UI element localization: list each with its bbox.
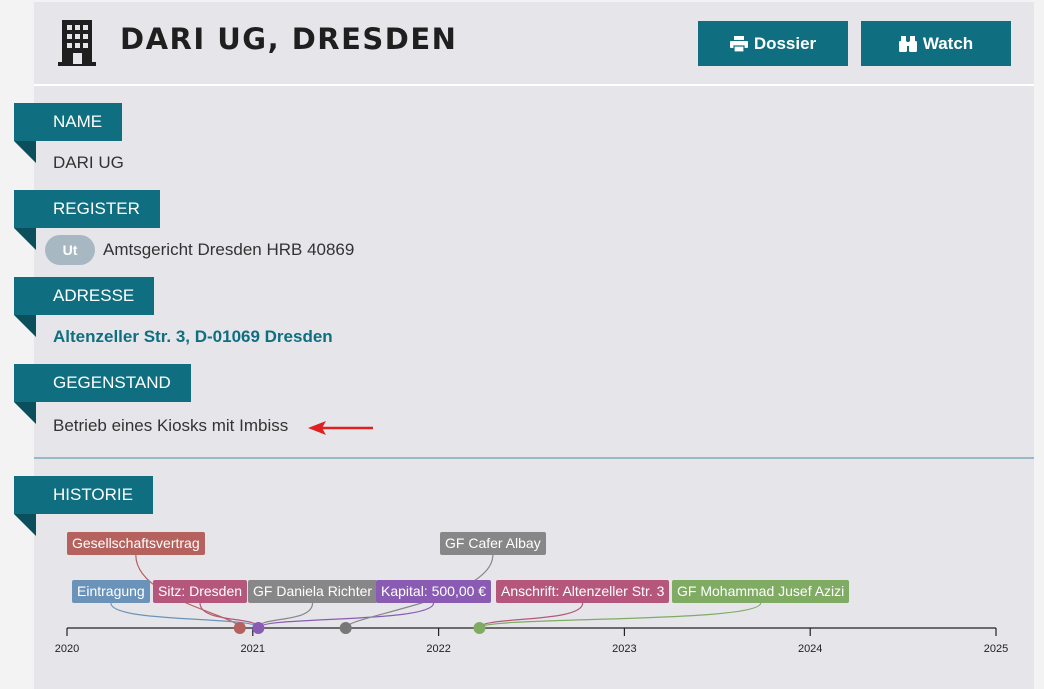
timeline-event-gf-cafer-albay[interactable]: GF Cafer Albay: [440, 532, 546, 555]
timeline-event-eintragung[interactable]: Eintragung: [72, 580, 150, 603]
tag-fold: [14, 228, 36, 250]
register-value: Amtsgericht Dresden HRB 40869: [103, 240, 355, 259]
timeline-event-kapital[interactable]: Kapital: 500,00 €: [376, 580, 492, 603]
print-icon: [729, 35, 748, 52]
building-icon: [58, 20, 96, 66]
history-timeline: Gesellschaftsvertrag Eintragung Sitz: Dr…: [0, 520, 1044, 689]
company-card: [34, 2, 1034, 689]
section-tag-historie: HISTORIE: [14, 476, 153, 514]
section-tag-name: NAME: [14, 103, 123, 141]
watch-button-label: Watch: [922, 33, 974, 53]
annotation-arrow-icon: [308, 421, 373, 435]
year-label-2025: 2025: [983, 643, 1009, 655]
timeline-event-gf-mohammad-jusef-azizi[interactable]: GF Mohammad Jusef Azizi: [672, 580, 850, 603]
timeline-event-gf-daniela-richter[interactable]: GF Daniela Richter: [248, 580, 378, 603]
section-tag-gegenstand: GEGENSTAND: [14, 364, 191, 402]
binoculars-icon: [898, 35, 917, 52]
timeline-connector: [110, 602, 259, 629]
tag-fold: [14, 141, 36, 163]
register-type-badge: Ut: [45, 235, 95, 265]
dossier-button[interactable]: Dossier: [698, 21, 848, 66]
company-name-value: DARI UG: [53, 153, 124, 172]
timeline-dot[interactable]: [233, 622, 246, 634]
timeline-event-sitz[interactable]: Sitz: Dresden: [153, 580, 248, 603]
section-tag-adresse: ADRESSE: [14, 277, 155, 315]
purpose-value: Betrieb eines Kiosks mit Imbiss: [53, 416, 289, 435]
year-label-2024: 2024: [797, 643, 823, 655]
address-link[interactable]: Altenzeller Str. 3, D-01069 Dresden: [53, 327, 333, 346]
timeline-dot[interactable]: [339, 622, 352, 634]
year-label-2022: 2022: [426, 643, 451, 655]
year-label-2021: 2021: [240, 643, 266, 655]
timeline-dot[interactable]: [473, 622, 486, 634]
tag-fold: [14, 514, 36, 536]
section-tag-register: REGISTER: [14, 190, 160, 228]
timeline-axis: [66, 554, 997, 636]
header-divider: [34, 84, 1034, 86]
timeline-connector: [257, 602, 435, 629]
dossier-button-label: Dossier: [753, 33, 817, 53]
timeline-connector: [345, 554, 494, 629]
timeline-event-gesellschaftsvertrag[interactable]: Gesellschaftsvertrag: [67, 532, 205, 555]
tag-fold: [14, 315, 36, 337]
timeline-connector: [135, 554, 241, 629]
section-divider: [34, 457, 1034, 459]
year-label-2023: 2023: [612, 643, 637, 655]
watch-button[interactable]: Watch: [861, 21, 1011, 66]
year-label-2020: 2020: [54, 643, 80, 655]
timeline-connector: [478, 602, 762, 629]
timeline-event-anschrift[interactable]: Anschrift: Altenzeller Str. 3: [496, 580, 670, 603]
tag-fold: [14, 402, 36, 424]
page-title: DARI UG, DRESDEN: [120, 22, 458, 56]
timeline-dot[interactable]: [252, 622, 265, 634]
